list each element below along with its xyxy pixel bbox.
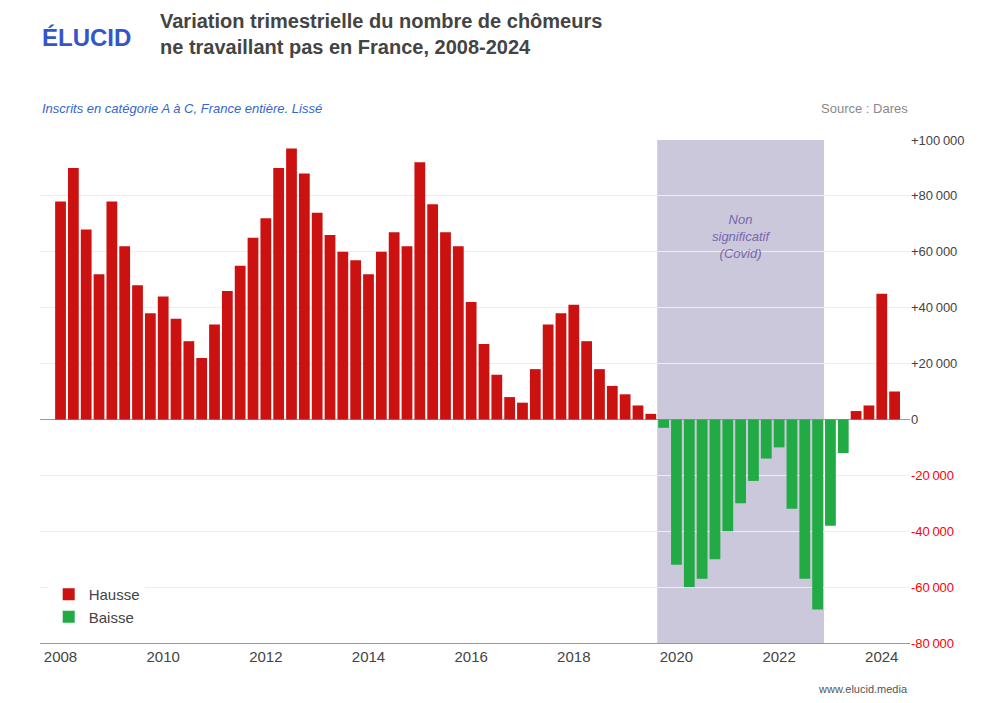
svg-text:-40 000: -40 000 bbox=[911, 524, 954, 539]
svg-text:2020: 2020 bbox=[660, 648, 693, 665]
svg-text:2018: 2018 bbox=[557, 648, 590, 665]
svg-text:Source : Dares: Source : Dares bbox=[821, 101, 908, 116]
svg-text:Nonsignificatif(Covid): Nonsignificatif(Covid) bbox=[712, 212, 770, 261]
svg-text:+80 000: +80 000 bbox=[911, 188, 957, 203]
svg-text:2014: 2014 bbox=[352, 648, 385, 665]
svg-text:www.elucid.media: www.elucid.media bbox=[818, 683, 908, 695]
svg-text:-20 000: -20 000 bbox=[911, 468, 954, 483]
svg-text:0: 0 bbox=[911, 412, 918, 427]
svg-text:2008: 2008 bbox=[44, 648, 77, 665]
svg-text:+60 000: +60 000 bbox=[911, 244, 957, 259]
svg-text:-80 000: -80 000 bbox=[911, 636, 954, 651]
svg-text:-60 000: -60 000 bbox=[911, 580, 954, 595]
svg-text:Hausse: Hausse bbox=[89, 586, 140, 603]
svg-text:2022: 2022 bbox=[762, 648, 795, 665]
svg-text:ÉLUCID: ÉLUCID bbox=[42, 24, 131, 51]
svg-text:+100 000: +100 000 bbox=[911, 133, 965, 148]
svg-text:+20 000: +20 000 bbox=[911, 356, 957, 371]
svg-text:Baisse: Baisse bbox=[89, 609, 134, 626]
svg-text:Inscrits en catégorie A à C, F: Inscrits en catégorie A à C, France enti… bbox=[42, 101, 322, 116]
svg-text:Variation trimestrielle du nom: Variation trimestrielle du nombre de chô… bbox=[160, 10, 602, 58]
svg-text:2010: 2010 bbox=[147, 648, 180, 665]
svg-text:2012: 2012 bbox=[249, 648, 282, 665]
svg-text:2016: 2016 bbox=[454, 648, 487, 665]
svg-text:+40 000: +40 000 bbox=[911, 300, 957, 315]
svg-text:2024: 2024 bbox=[865, 648, 898, 665]
